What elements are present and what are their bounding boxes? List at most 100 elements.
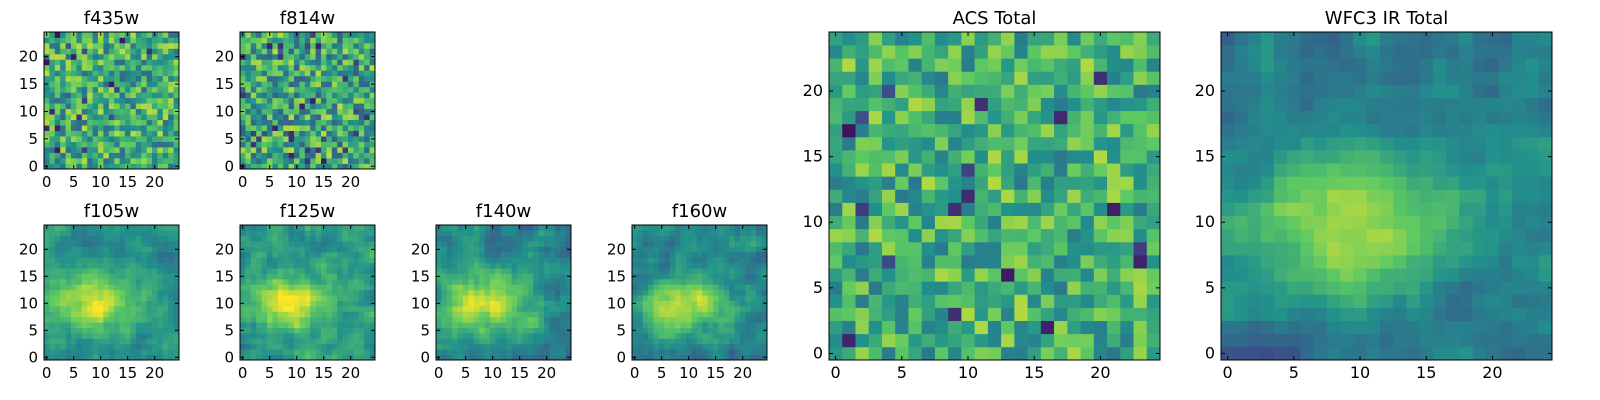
heatmap-cell <box>686 333 692 339</box>
heatmap-cell <box>92 284 99 291</box>
heatmap-cell <box>1001 281 1015 295</box>
heatmap-cell <box>1499 215 1513 230</box>
heatmap-cell <box>125 136 131 142</box>
heatmap-cell <box>81 136 88 142</box>
heatmap-cell <box>168 130 174 137</box>
heatmap-cell <box>1419 333 1434 348</box>
heatmap-cell <box>54 136 61 142</box>
heatmap-cell <box>495 316 502 323</box>
heatmap-cell <box>250 279 257 285</box>
axes-frame <box>435 224 572 361</box>
heatmap-cell <box>1353 281 1367 295</box>
heatmap-cell <box>544 268 550 274</box>
heatmap-cell <box>895 241 909 256</box>
x-tick-label: 15 <box>706 364 725 382</box>
heatmap-cell <box>44 86 50 93</box>
heatmap-cell <box>267 262 273 269</box>
heatmap-cell <box>1379 333 1394 348</box>
heatmap-cell <box>436 349 442 355</box>
heatmap-cell <box>948 110 962 125</box>
heatmap-cell <box>642 343 649 350</box>
heatmap-cell <box>659 316 665 323</box>
heatmap-cell <box>157 225 164 231</box>
heatmap-cell <box>173 257 180 264</box>
heatmap-cell <box>310 108 316 115</box>
panel-title: f160w <box>672 201 727 222</box>
heatmap-cell <box>452 289 458 296</box>
heatmap-cell <box>1133 176 1148 190</box>
heatmap-cell <box>261 262 268 269</box>
heatmap-cell <box>369 289 376 296</box>
heatmap-cell <box>934 176 949 190</box>
heatmap-cell <box>538 343 545 350</box>
heatmap-cell <box>554 268 561 274</box>
heatmap-cell <box>1459 307 1473 321</box>
heatmap-cell <box>544 273 550 280</box>
heatmap-cell <box>457 235 464 242</box>
heatmap-cell <box>723 295 730 301</box>
heatmap-cell <box>723 327 730 334</box>
heatmap-cell <box>549 333 556 339</box>
heatmap-cell <box>446 241 453 247</box>
heatmap-cell <box>108 241 115 247</box>
heatmap-cell <box>299 141 306 148</box>
heatmap-cell <box>881 71 896 85</box>
heatmap-cell <box>294 338 300 345</box>
heatmap-cell <box>729 257 735 264</box>
heatmap-cell <box>130 97 137 104</box>
heatmap-cell <box>135 59 142 66</box>
heatmap-cell <box>750 338 757 345</box>
heatmap-cell <box>103 273 110 280</box>
heatmap-cell <box>157 354 164 361</box>
heatmap-cell <box>1234 307 1248 321</box>
heatmap-cell <box>653 338 660 345</box>
heatmap-cell <box>1146 189 1161 203</box>
heatmap-cell <box>342 354 349 361</box>
heatmap-cell <box>130 86 137 93</box>
heatmap-cell <box>934 110 949 125</box>
heatmap-cell <box>948 176 962 190</box>
heatmap-cell <box>310 268 316 274</box>
heatmap-cell <box>1273 163 1288 177</box>
heatmap-cell <box>987 215 1002 230</box>
heatmap-cell <box>560 252 566 258</box>
heatmap-cell <box>87 141 93 148</box>
heatmap-cell <box>65 42 72 49</box>
heatmap-cell <box>718 279 725 285</box>
heatmap-cell <box>1040 281 1055 295</box>
heatmap-cell <box>87 64 93 71</box>
heatmap-cell <box>130 343 137 350</box>
heatmap-cell <box>267 343 273 350</box>
heatmap-cell <box>87 241 93 247</box>
heatmap-cell <box>723 311 730 318</box>
heatmap-cell <box>65 306 72 312</box>
heatmap-cell <box>734 349 741 355</box>
heatmap-cell <box>342 289 349 296</box>
heatmap-cell <box>65 295 72 301</box>
heatmap-cell <box>734 322 741 328</box>
heatmap-cell <box>1027 268 1042 282</box>
heatmap-cell <box>348 295 354 301</box>
heatmap-cell <box>315 268 322 274</box>
heatmap-cell <box>855 268 870 282</box>
heatmap-cell <box>299 262 306 269</box>
heatmap-cell <box>141 252 147 258</box>
heatmap-cell <box>463 289 469 296</box>
heatmap-cell <box>463 262 469 269</box>
heatmap-cell <box>702 322 708 328</box>
heatmap-cell <box>152 262 158 269</box>
heatmap-cell <box>310 230 316 237</box>
heatmap-cell <box>675 235 681 242</box>
heatmap-cell <box>511 333 518 339</box>
heatmap-cell <box>288 354 295 361</box>
heatmap-cell <box>261 32 268 38</box>
heatmap-cell <box>277 306 284 312</box>
heatmap-cell <box>71 230 77 237</box>
heatmap-cell <box>1107 71 1121 85</box>
heatmap-cell <box>173 86 180 93</box>
heatmap-cell <box>364 86 370 93</box>
heatmap-cell <box>750 354 757 361</box>
heatmap-cell <box>436 289 442 296</box>
heatmap-cell <box>288 130 295 137</box>
heatmap-cell <box>76 108 83 115</box>
